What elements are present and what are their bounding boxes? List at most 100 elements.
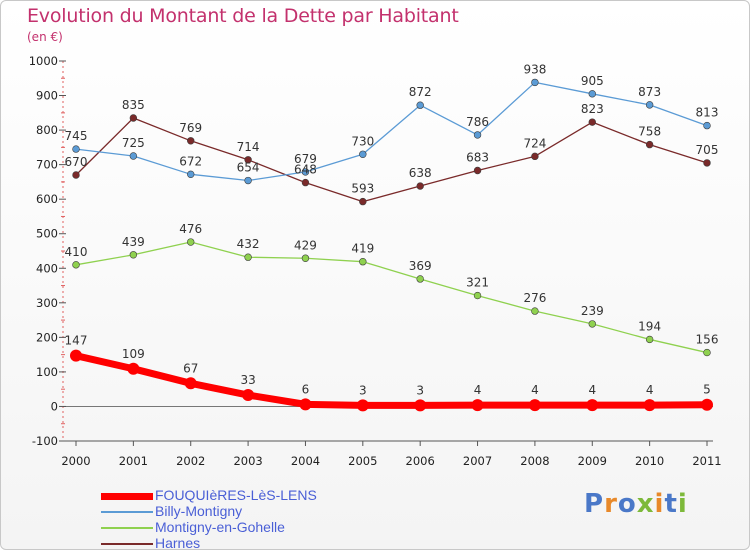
x-tick-label: 2009: [578, 454, 607, 468]
legend-label: FOUQUIèRES-LèS-LENS: [155, 487, 317, 503]
data-point: [70, 349, 82, 362]
legend-item: Billy-Montigny: [101, 503, 421, 520]
data-point: [72, 261, 80, 269]
data-label: 872: [409, 85, 432, 99]
y-tick-label: 200: [36, 330, 58, 344]
legend-swatch: [101, 493, 153, 500]
legend-label: Montigny-en-Gohelle: [155, 519, 285, 535]
x-tick-label: 2004: [291, 454, 320, 468]
data-label: 683: [466, 151, 489, 165]
legend-item: FOUQUIèRES-LèS-LENS: [101, 487, 421, 504]
y-tick-label: 100: [36, 365, 58, 379]
data-point: [531, 307, 539, 315]
data-label: 321: [466, 276, 489, 290]
logo-letter: i: [654, 489, 665, 519]
data-point: [473, 291, 482, 300]
legend-label: Billy-Montigny: [155, 503, 243, 519]
logo-letter: t: [664, 489, 678, 519]
data-point: [299, 398, 312, 411]
data-label: 745: [65, 129, 88, 143]
data-label: 3: [416, 383, 424, 397]
data-point: [187, 170, 195, 179]
data-label: 5: [703, 383, 711, 397]
data-label: 769: [179, 121, 202, 135]
chart-unit: (en €): [27, 30, 63, 44]
data-point: [244, 156, 252, 164]
x-tick-label: 2010: [635, 454, 664, 468]
data-label: 67: [183, 361, 198, 375]
data-point: [645, 140, 654, 149]
data-point: [301, 168, 310, 176]
data-point: [129, 251, 138, 259]
data-point: [359, 258, 367, 266]
legend-item: Montigny-en-Gohelle: [101, 519, 421, 536]
data-label: 33: [240, 373, 255, 387]
data-label: 638: [409, 166, 432, 180]
legend-swatch: [101, 543, 153, 545]
data-label: 439: [122, 235, 145, 249]
data-label: 109: [122, 347, 145, 361]
data-point: [416, 101, 424, 109]
logo-letter: P: [584, 489, 605, 519]
data-point: [72, 171, 80, 179]
legend: FOUQUIèRES-LèS-LENS Billy-Montigny Montign…: [101, 487, 421, 549]
data-point: [242, 389, 255, 402]
data-point: [703, 121, 711, 130]
data-label: 4: [474, 383, 482, 397]
data-label: 670: [65, 155, 88, 169]
logo-letter: x: [636, 489, 655, 519]
data-label: 429: [294, 238, 317, 252]
data-label: 4: [531, 383, 539, 397]
data-point: [359, 150, 367, 158]
data-label: 239: [581, 304, 604, 318]
y-tick-label: 400: [36, 261, 58, 275]
data-point: [531, 152, 539, 161]
data-point: [588, 90, 596, 98]
data-label: 835: [122, 98, 145, 112]
data-label: 3: [359, 383, 367, 397]
data-label: 648: [294, 163, 317, 177]
data-label: 705: [696, 143, 719, 157]
data-point: [129, 152, 138, 160]
legend-swatch: [101, 511, 153, 513]
data-point: [531, 78, 539, 87]
data-point: [703, 348, 711, 357]
x-tick-label: 2008: [520, 454, 549, 468]
data-point: [129, 114, 138, 122]
data-label: 813: [696, 106, 719, 120]
data-label: 725: [122, 136, 145, 150]
data-point: [127, 362, 140, 375]
x-tick-label: 2005: [348, 454, 377, 468]
y-tick-label: 900: [36, 89, 58, 103]
data-point: [244, 176, 252, 185]
series-line: [75, 117, 708, 203]
data-label: 938: [523, 62, 546, 76]
data-point: [473, 131, 482, 139]
data-label: 432: [237, 237, 260, 251]
y-tick-label: 800: [36, 123, 58, 137]
data-label: 276: [523, 291, 546, 305]
data-label: 672: [179, 154, 202, 168]
x-tick-label: 2002: [176, 454, 205, 468]
data-point: [416, 275, 424, 283]
y-tick-label: -100: [32, 434, 58, 448]
series-line: [72, 352, 711, 409]
data-label: 147: [65, 334, 88, 348]
chart-title: Evolution du Montant de la Dette par Hab…: [27, 5, 459, 27]
data-point: [588, 320, 596, 328]
logo-letter: i: [677, 489, 688, 519]
data-label: 194: [638, 319, 661, 333]
x-tick-label: 2003: [233, 454, 262, 468]
data-point: [471, 399, 484, 412]
y-tick-label: 1000: [29, 54, 58, 68]
data-label: 476: [179, 222, 202, 236]
data-point: [359, 197, 367, 206]
series-lines: [70, 78, 713, 412]
x-tick-label: 2001: [119, 454, 148, 468]
data-point: [473, 166, 482, 175]
data-label: 593: [351, 182, 374, 196]
data-point: [528, 399, 541, 412]
data-point: [643, 399, 656, 412]
data-point: [356, 399, 369, 412]
